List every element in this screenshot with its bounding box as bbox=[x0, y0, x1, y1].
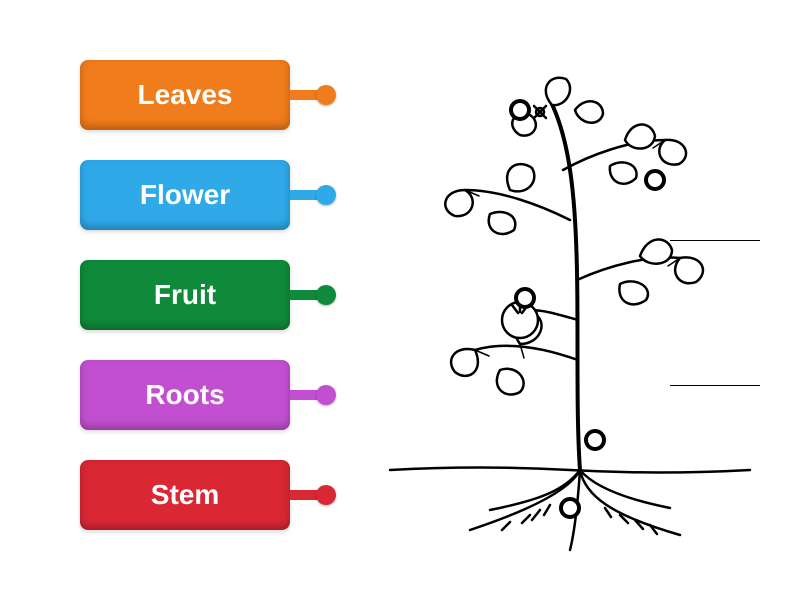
label-fruit[interactable]: Fruit bbox=[80, 260, 290, 330]
label-leaves[interactable]: Leaves bbox=[80, 60, 290, 130]
label-roots[interactable]: Roots bbox=[80, 360, 290, 430]
connector-dot-icon bbox=[316, 85, 336, 105]
label-text: Fruit bbox=[154, 279, 216, 311]
plant-line-art bbox=[380, 40, 760, 560]
drop-target-flower[interactable] bbox=[509, 99, 531, 121]
label-stem[interactable]: Stem bbox=[80, 460, 290, 530]
connector-bar bbox=[290, 490, 318, 500]
connector-bar bbox=[290, 190, 318, 200]
connector-bar bbox=[290, 290, 318, 300]
connector-bar bbox=[290, 390, 318, 400]
connector-bar bbox=[290, 90, 318, 100]
connector-dot-icon bbox=[316, 385, 336, 405]
labels-panel: Leaves Flower Fruit Roots Stem bbox=[80, 60, 290, 530]
plant-diagram-panel bbox=[380, 40, 760, 560]
lead-line bbox=[670, 385, 760, 386]
drop-target-stem[interactable] bbox=[584, 429, 606, 451]
drop-target-leaves[interactable] bbox=[644, 169, 666, 191]
label-text: Stem bbox=[151, 479, 219, 511]
label-text: Leaves bbox=[138, 79, 233, 111]
drop-target-fruit[interactable] bbox=[514, 287, 536, 309]
label-text: Flower bbox=[140, 179, 230, 211]
connector-dot-icon bbox=[316, 185, 336, 205]
lead-line bbox=[670, 240, 760, 241]
connector-dot-icon bbox=[316, 285, 336, 305]
connector-dot-icon bbox=[316, 485, 336, 505]
label-flower[interactable]: Flower bbox=[80, 160, 290, 230]
label-text: Roots bbox=[145, 379, 224, 411]
drop-target-roots[interactable] bbox=[559, 497, 581, 519]
